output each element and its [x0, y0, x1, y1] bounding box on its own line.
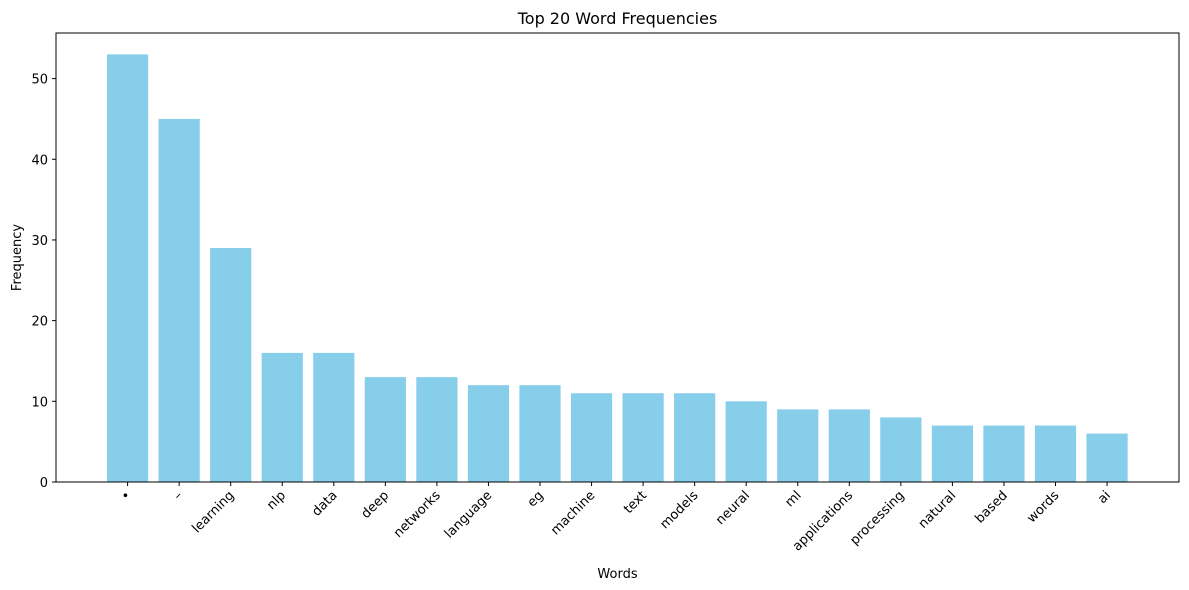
y-tick-label-3: 30 [31, 234, 48, 249]
y-tick-label-5: 50 [31, 73, 48, 88]
x-tick-label-12: neural [713, 488, 753, 528]
x-tick-label-4: data [309, 488, 340, 519]
y-tick-label-4: 40 [31, 153, 48, 168]
x-tick-label-18: words [1024, 488, 1062, 526]
x-tick-label-15: processing [848, 488, 908, 548]
bar-1 [158, 118, 200, 483]
bar-4 [313, 352, 355, 482]
x-tick-label-11: models [657, 488, 701, 532]
bar-17 [983, 425, 1025, 482]
bar-2 [210, 248, 252, 482]
plot-frame [55, 32, 1180, 483]
bar-18 [1034, 425, 1077, 482]
bar-12 [725, 401, 767, 482]
y-axis-label: Frequency [10, 224, 25, 291]
bar-3 [261, 352, 303, 482]
bar-9 [570, 393, 613, 482]
x-tick-label-7: language [442, 488, 495, 541]
y-axis: 0 10 20 30 40 50 [31, 73, 56, 491]
bar-19 [1086, 433, 1128, 482]
bar-14 [828, 409, 870, 482]
chart-title: Top 20 Word Frequencies [517, 9, 718, 28]
y-tick-label-2: 20 [31, 315, 48, 330]
bar-5 [364, 377, 406, 482]
bar-15 [880, 417, 922, 482]
x-tick-label-6: networks [391, 488, 444, 541]
bar-6 [416, 377, 458, 482]
x-tick-label-2: learning [189, 488, 237, 536]
bars-group [107, 54, 1128, 483]
bar-16 [931, 425, 973, 482]
y-tick-label-1: 10 [31, 395, 48, 410]
x-tick-label-19: ai [1095, 488, 1114, 507]
bar-10 [622, 393, 664, 482]
bar-11 [674, 393, 716, 482]
x-tick-label-17: based [972, 488, 1010, 526]
x-tick-label-9: machine [548, 488, 598, 538]
x-tick-label-13: ml [782, 488, 804, 510]
y-tick-label-0: 0 [40, 476, 48, 491]
x-tick-label-8: eg [525, 488, 547, 510]
x-tick-label-5: deep [359, 488, 393, 522]
x-axis-label: Words [597, 567, 637, 582]
x-tick-label-1: – [171, 488, 186, 503]
x-tick-label-10: text [621, 488, 650, 517]
x-tick-label-3: nlp [264, 488, 289, 513]
x-tick-label-16: natural [916, 488, 959, 531]
x-tick-label-0: • [118, 488, 134, 504]
bar-0 [107, 54, 149, 482]
bar-13 [777, 409, 819, 482]
bar-7 [467, 385, 510, 482]
bar-8 [519, 385, 561, 482]
